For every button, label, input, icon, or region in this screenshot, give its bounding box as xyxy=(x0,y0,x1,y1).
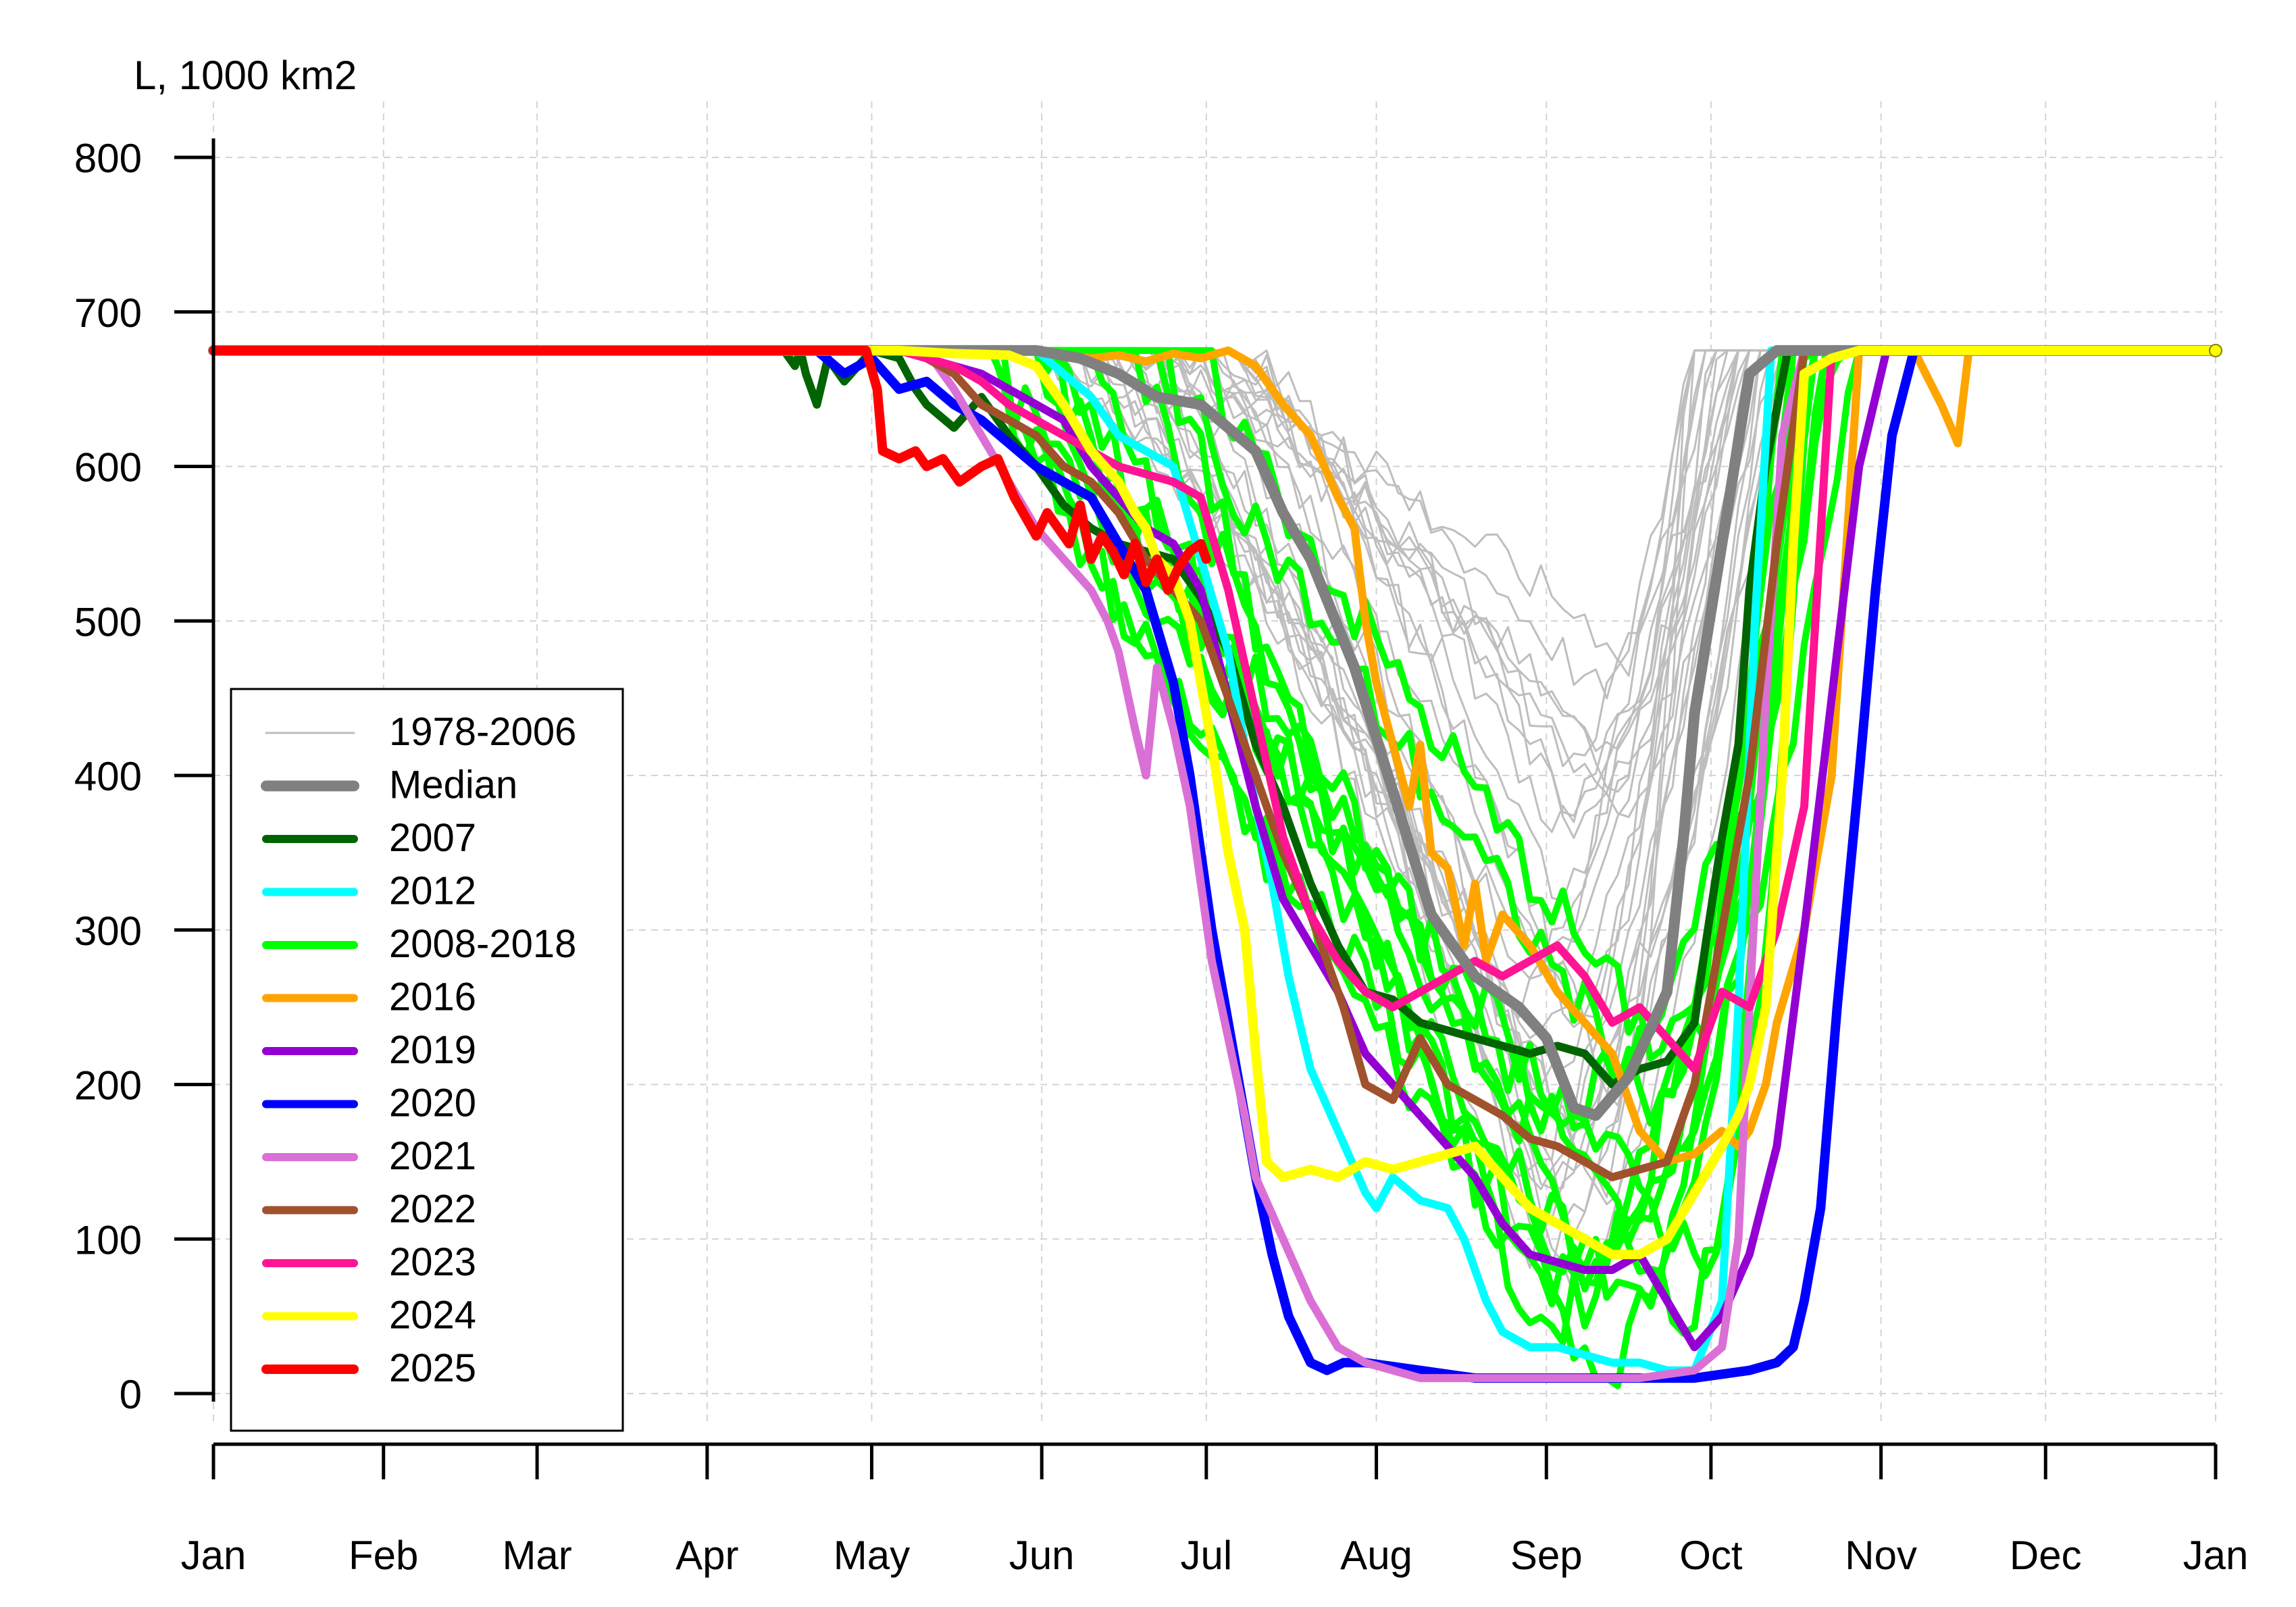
series-line-2020 xyxy=(209,345,2220,1383)
series-line-2024 xyxy=(209,345,2220,1260)
y-axis-label: L, 1000 km2 xyxy=(134,53,357,98)
y-tick-label-8: 800 xyxy=(74,136,142,181)
legend-label-10: 2023 xyxy=(389,1240,476,1284)
x-tick-label-5: Jun xyxy=(1009,1533,1075,1578)
x-tick-label-12: Jan xyxy=(2183,1533,2249,1578)
legend-label-0: 1978-2006 xyxy=(389,710,576,754)
x-tick-label-11: Dec xyxy=(2010,1533,2082,1578)
y-tick-label-2: 200 xyxy=(74,1063,142,1108)
x-tick-label-6: Jul xyxy=(1180,1533,1232,1578)
legend-label-1: Median xyxy=(389,763,517,807)
x-tick-label-0: Jan xyxy=(181,1533,247,1578)
legend-label-5: 2016 xyxy=(389,975,476,1019)
series-line-2023 xyxy=(209,346,2220,1073)
series-line-2025 xyxy=(209,345,1211,595)
x-tick-label-10: Nov xyxy=(1845,1533,1917,1578)
x-tick-label-4: May xyxy=(834,1533,910,1578)
x-tick-label-1: Feb xyxy=(349,1533,418,1578)
legend-label-4: 2008-2018 xyxy=(389,922,576,966)
legend-label-2: 2007 xyxy=(389,816,476,860)
x-tick-label-2: Mar xyxy=(502,1533,571,1578)
series-line-2022 xyxy=(209,346,2220,1181)
series-end-point xyxy=(2209,343,2222,357)
axes: 0 100 200 300 400 500 600 700 800 Jan Feb Mar Apr May… xyxy=(74,136,2248,1578)
series-line-2019 xyxy=(209,346,2220,1352)
y-tick-label-3: 300 xyxy=(74,909,142,954)
y-tick-label-4: 400 xyxy=(74,754,142,799)
legend: 1978-2006 Median 2007 2012 2008-2018 2016 2019… xyxy=(230,688,624,1432)
x-tick-label-3: Apr xyxy=(675,1533,738,1578)
y-tick-label-0: 0 xyxy=(120,1372,142,1417)
series-line-2021 xyxy=(209,346,2220,1383)
y-tick-label-6: 600 xyxy=(74,445,142,490)
legend-label-11: 2024 xyxy=(389,1294,476,1337)
x-tick-label-7: Aug xyxy=(1340,1533,1412,1578)
y-tick-label-5: 500 xyxy=(74,599,142,644)
legend-label-7: 2020 xyxy=(389,1081,476,1125)
y-tick-label-1: 100 xyxy=(74,1217,142,1262)
legend-label-6: 2019 xyxy=(389,1028,476,1072)
legend-label-12: 2025 xyxy=(389,1346,476,1390)
x-tick-label-9: Oct xyxy=(1679,1533,1743,1578)
series-lines xyxy=(208,343,2222,1383)
x-tick-label-8: Sep xyxy=(1510,1533,1583,1578)
legend-label-3: 2012 xyxy=(389,869,476,913)
y-tick-label-7: 700 xyxy=(74,290,142,336)
legend-box xyxy=(230,688,624,1432)
series-line-median xyxy=(208,345,2221,1121)
legend-label-8: 2021 xyxy=(389,1134,476,1178)
legend-label-9: 2022 xyxy=(389,1188,476,1231)
